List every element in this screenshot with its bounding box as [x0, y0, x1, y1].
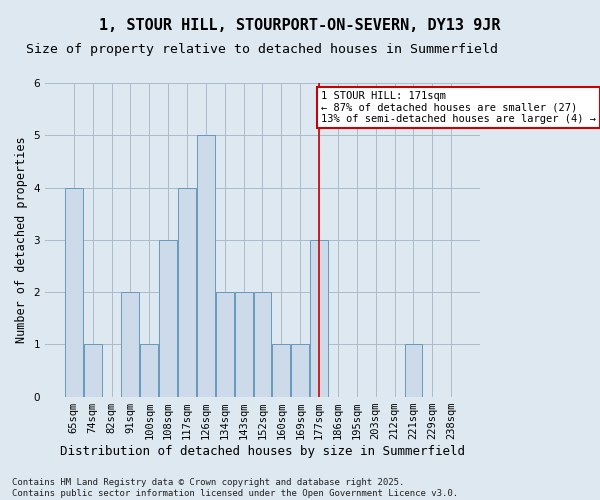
Bar [65, 188, 83, 396]
Bar [291, 344, 309, 397]
Bar [197, 136, 215, 396]
Bar [254, 292, 271, 397]
Bar [310, 240, 328, 396]
X-axis label: Distribution of detached houses by size in Summerfield: Distribution of detached houses by size … [60, 444, 465, 458]
Bar [235, 292, 253, 397]
Bar [140, 344, 158, 397]
Text: Contains HM Land Registry data © Crown copyright and database right 2025.
Contai: Contains HM Land Registry data © Crown c… [12, 478, 458, 498]
Y-axis label: Number of detached properties: Number of detached properties [15, 136, 28, 343]
Bar [159, 240, 177, 396]
Bar [216, 292, 234, 397]
Bar [272, 344, 290, 397]
Title: Size of property relative to detached houses in Summerfield: Size of property relative to detached ho… [26, 42, 499, 56]
Bar [404, 344, 422, 397]
Bar [83, 344, 101, 397]
Bar [121, 292, 139, 397]
Text: 1, STOUR HILL, STOURPORT-ON-SEVERN, DY13 9JR: 1, STOUR HILL, STOURPORT-ON-SEVERN, DY13… [99, 18, 501, 32]
Bar [178, 188, 196, 396]
Text: 1 STOUR HILL: 171sqm
← 87% of detached houses are smaller (27)
13% of semi-detac: 1 STOUR HILL: 171sqm ← 87% of detached h… [321, 91, 596, 124]
